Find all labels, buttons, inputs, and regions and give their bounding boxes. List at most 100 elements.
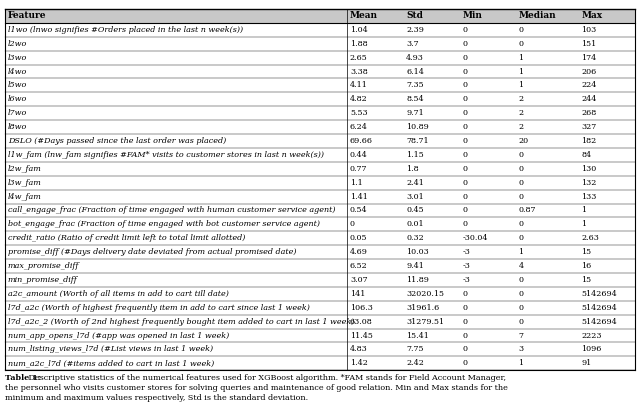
Bar [348,9,403,23]
Bar [516,37,579,51]
Bar [403,218,460,231]
Text: 9.71: 9.71 [406,109,424,117]
Bar [348,204,403,218]
Text: 1.42: 1.42 [350,359,368,367]
Bar [460,106,516,120]
Text: 244: 244 [581,95,596,103]
Text: 0.87: 0.87 [518,207,536,214]
Bar [579,218,635,231]
Bar [348,148,403,162]
Bar [348,162,403,176]
Text: l4wo: l4wo [8,67,27,76]
Text: 0: 0 [462,165,467,173]
Text: 4.82: 4.82 [350,95,368,103]
Text: 5142694: 5142694 [581,290,617,298]
Bar [579,259,635,273]
Text: 7.75: 7.75 [406,345,424,353]
Text: Median: Median [518,11,556,20]
Text: num_app_opens_l7d (#app was opened in last 1 week): num_app_opens_l7d (#app was opened in la… [8,332,229,339]
Bar [5,37,348,51]
Text: 206: 206 [581,67,596,76]
Text: 1: 1 [518,67,524,76]
Bar [516,9,579,23]
Bar [516,134,579,148]
Text: num_listing_views_l7d (#List views in last 1 week): num_listing_views_l7d (#List views in la… [8,345,213,353]
Text: -3: -3 [462,262,470,270]
Bar [579,51,635,65]
Text: 0: 0 [462,137,467,145]
Text: l1wo (lnwo signifies #Orders placed in the last n week(s)): l1wo (lnwo signifies #Orders placed in t… [8,26,243,34]
Text: num_a2c_l7d (#items added to cart in last 1 week): num_a2c_l7d (#items added to cart in las… [8,359,214,367]
Text: 84: 84 [581,151,591,159]
Text: 141: 141 [350,290,365,298]
Bar [348,245,403,259]
Bar [579,342,635,356]
Bar [5,106,348,120]
Text: 0: 0 [462,193,467,200]
Bar [460,190,516,204]
Bar [403,356,460,370]
Text: l7wo: l7wo [8,109,27,117]
Bar [403,273,460,287]
Text: 4.93: 4.93 [406,54,424,62]
Bar [460,134,516,148]
Bar [5,65,348,79]
Bar [5,301,348,315]
Text: 0: 0 [350,220,355,228]
Bar [579,190,635,204]
Text: 0: 0 [518,26,524,34]
Text: 32020.15: 32020.15 [406,290,444,298]
Text: 0.44: 0.44 [350,151,368,159]
Text: l2wo: l2wo [8,40,27,48]
Bar [348,301,403,315]
Bar [5,273,348,287]
Bar [579,204,635,218]
Bar [5,356,348,370]
Text: 0: 0 [462,67,467,76]
Bar [403,176,460,190]
Text: 2.42: 2.42 [406,359,424,367]
Text: 0: 0 [462,207,467,214]
Text: 2.65: 2.65 [350,54,368,62]
Bar [403,301,460,315]
Text: 0.54: 0.54 [350,207,367,214]
Text: 268: 268 [581,109,596,117]
Text: 151: 151 [581,40,596,48]
Text: Feature: Feature [8,11,46,20]
Bar [403,245,460,259]
Bar [348,106,403,120]
Bar [348,51,403,65]
Bar [403,23,460,37]
Bar [579,231,635,245]
Bar [5,190,348,204]
Text: Max: Max [581,11,602,20]
Text: max_promise_diff: max_promise_diff [8,262,79,270]
Text: 1: 1 [581,207,586,214]
Text: minimum and maximum values respectively, Std is the standard deviation.: minimum and maximum values respectively,… [5,394,308,402]
Text: promise_diff (#Days delivery date deviated from actual promised date): promise_diff (#Days delivery date deviat… [8,248,296,256]
Bar [460,176,516,190]
Text: a2c_amount (Worth of all items in add to cart till date): a2c_amount (Worth of all items in add to… [8,290,228,298]
Bar [460,356,516,370]
Text: 0: 0 [518,179,524,187]
Text: 2.39: 2.39 [406,26,424,34]
Bar [460,315,516,328]
Text: Descriptive statistics of the numerical features used for XGBoost algorithm. *FA: Descriptive statistics of the numerical … [26,373,506,382]
Bar [5,342,348,356]
Text: call_engage_frac (Fraction of time engaged with human customer service agent): call_engage_frac (Fraction of time engag… [8,207,335,214]
Text: 3.7: 3.7 [406,40,419,48]
Bar [579,328,635,342]
Bar [348,65,403,79]
Text: 6.52: 6.52 [350,262,368,270]
Bar [403,162,460,176]
Bar [579,65,635,79]
Bar [348,287,403,301]
Bar [460,301,516,315]
Bar [460,231,516,245]
Text: 2.63: 2.63 [581,234,599,242]
Text: 1.15: 1.15 [406,151,424,159]
Text: l2w_fam: l2w_fam [8,165,42,173]
Bar [460,79,516,92]
Bar [516,259,579,273]
Text: 0: 0 [462,123,467,131]
